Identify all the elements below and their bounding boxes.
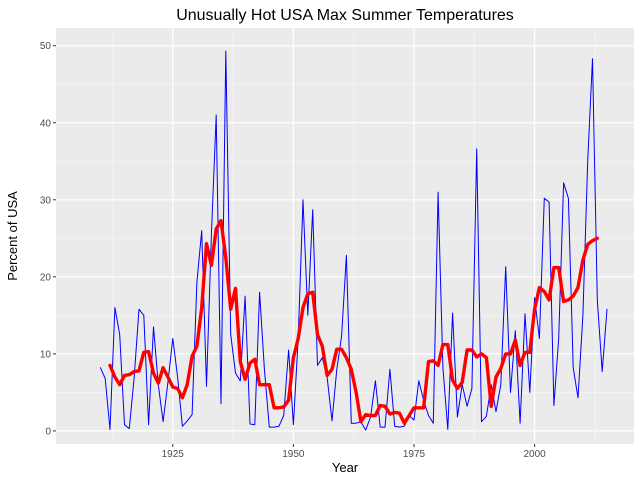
grid-minor [56, 28, 634, 444]
series-layer [99, 50, 608, 431]
y-tick-label: 20 [40, 272, 52, 283]
y-tick-label: 30 [40, 195, 52, 206]
smoothed-series-line [108, 218, 599, 425]
x-tick-label: 2000 [523, 449, 546, 460]
chart-title: Unusually Hot USA Max Summer Temperature… [176, 7, 514, 24]
x-axis-title: Year [332, 460, 359, 475]
x-axis: 1925 1950 1975 2000 [162, 444, 546, 460]
y-tick-label: 10 [40, 349, 52, 360]
y-tick-label: 40 [40, 118, 52, 129]
x-tick-label: 1925 [162, 449, 185, 460]
x-tick-label: 1950 [282, 449, 305, 460]
x-tick-label: 1975 [403, 449, 426, 460]
y-tick-label: 0 [45, 426, 51, 437]
y-axis-title: Percent of USA [5, 191, 20, 281]
annual-series-line [99, 50, 608, 431]
plot-panel [56, 28, 634, 444]
y-axis: 0 10 20 30 40 50 [40, 41, 56, 437]
y-tick-label: 50 [40, 41, 52, 52]
